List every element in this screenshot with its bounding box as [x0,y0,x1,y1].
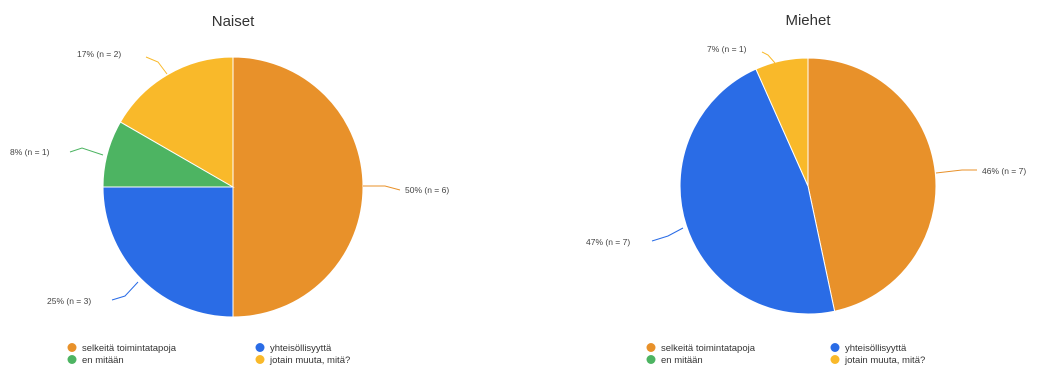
legend-entry: en mitään [82,355,124,366]
legend-swatch [255,343,265,352]
legend-entry: jotain muuta, mitä? [269,355,350,366]
pie-slice [807,57,937,312]
slice-label: 47% (n = 7) [586,237,630,247]
legend-swatch [646,355,656,364]
pie-slice [102,186,234,318]
legend-swatch [830,343,840,352]
slice-label-leader [145,56,168,75]
legend-swatch [67,343,77,352]
pie-slice [119,56,234,188]
legend-entry: yhteisöllisyyttä [270,343,332,354]
slice-label-leader [69,147,104,156]
slice-label: 50% (n = 6) [405,185,449,195]
slice-label: 17% (n = 2) [77,49,121,59]
pie-slice [679,68,836,315]
legend-swatch [830,355,840,364]
pie-chart-1: Naiset 50% (n = 6) 25% (n = 3) 8% (n = 1) 17… [10,13,449,366]
legend-entry: selkeitä toimintatapoja [661,343,756,354]
pie-slice [755,57,809,187]
slice-label-leader [651,227,684,242]
legend-entry: en mitään [661,355,703,366]
legend-entry: selkeitä toimintatapoja [82,343,177,354]
legend-entry: yhteisöllisyyttä [845,343,907,354]
chart-title: Miehet [785,12,831,29]
legend-swatch [646,343,656,352]
chart-title: Naiset [212,13,255,30]
slice-label: 8% (n = 1) [10,147,50,157]
slice-label-leader [935,169,977,174]
slice-label: 25% (n = 3) [47,296,91,306]
slice-label: 46% (n = 7) [982,166,1026,176]
legend-swatch [255,355,265,364]
pie-slice [232,56,364,318]
legend-entry: jotain muuta, mitä? [844,355,925,366]
slice-label-leader [761,51,776,64]
slice-label: 7% (n = 1) [707,44,747,54]
legend-swatch [67,355,77,364]
pie-chart-2: Miehet 46% (n = 7) 47% (n = 7) 7% (n = 1) se… [586,12,1026,366]
slice-label-leader [363,185,401,191]
slice-label-leader [111,281,139,301]
